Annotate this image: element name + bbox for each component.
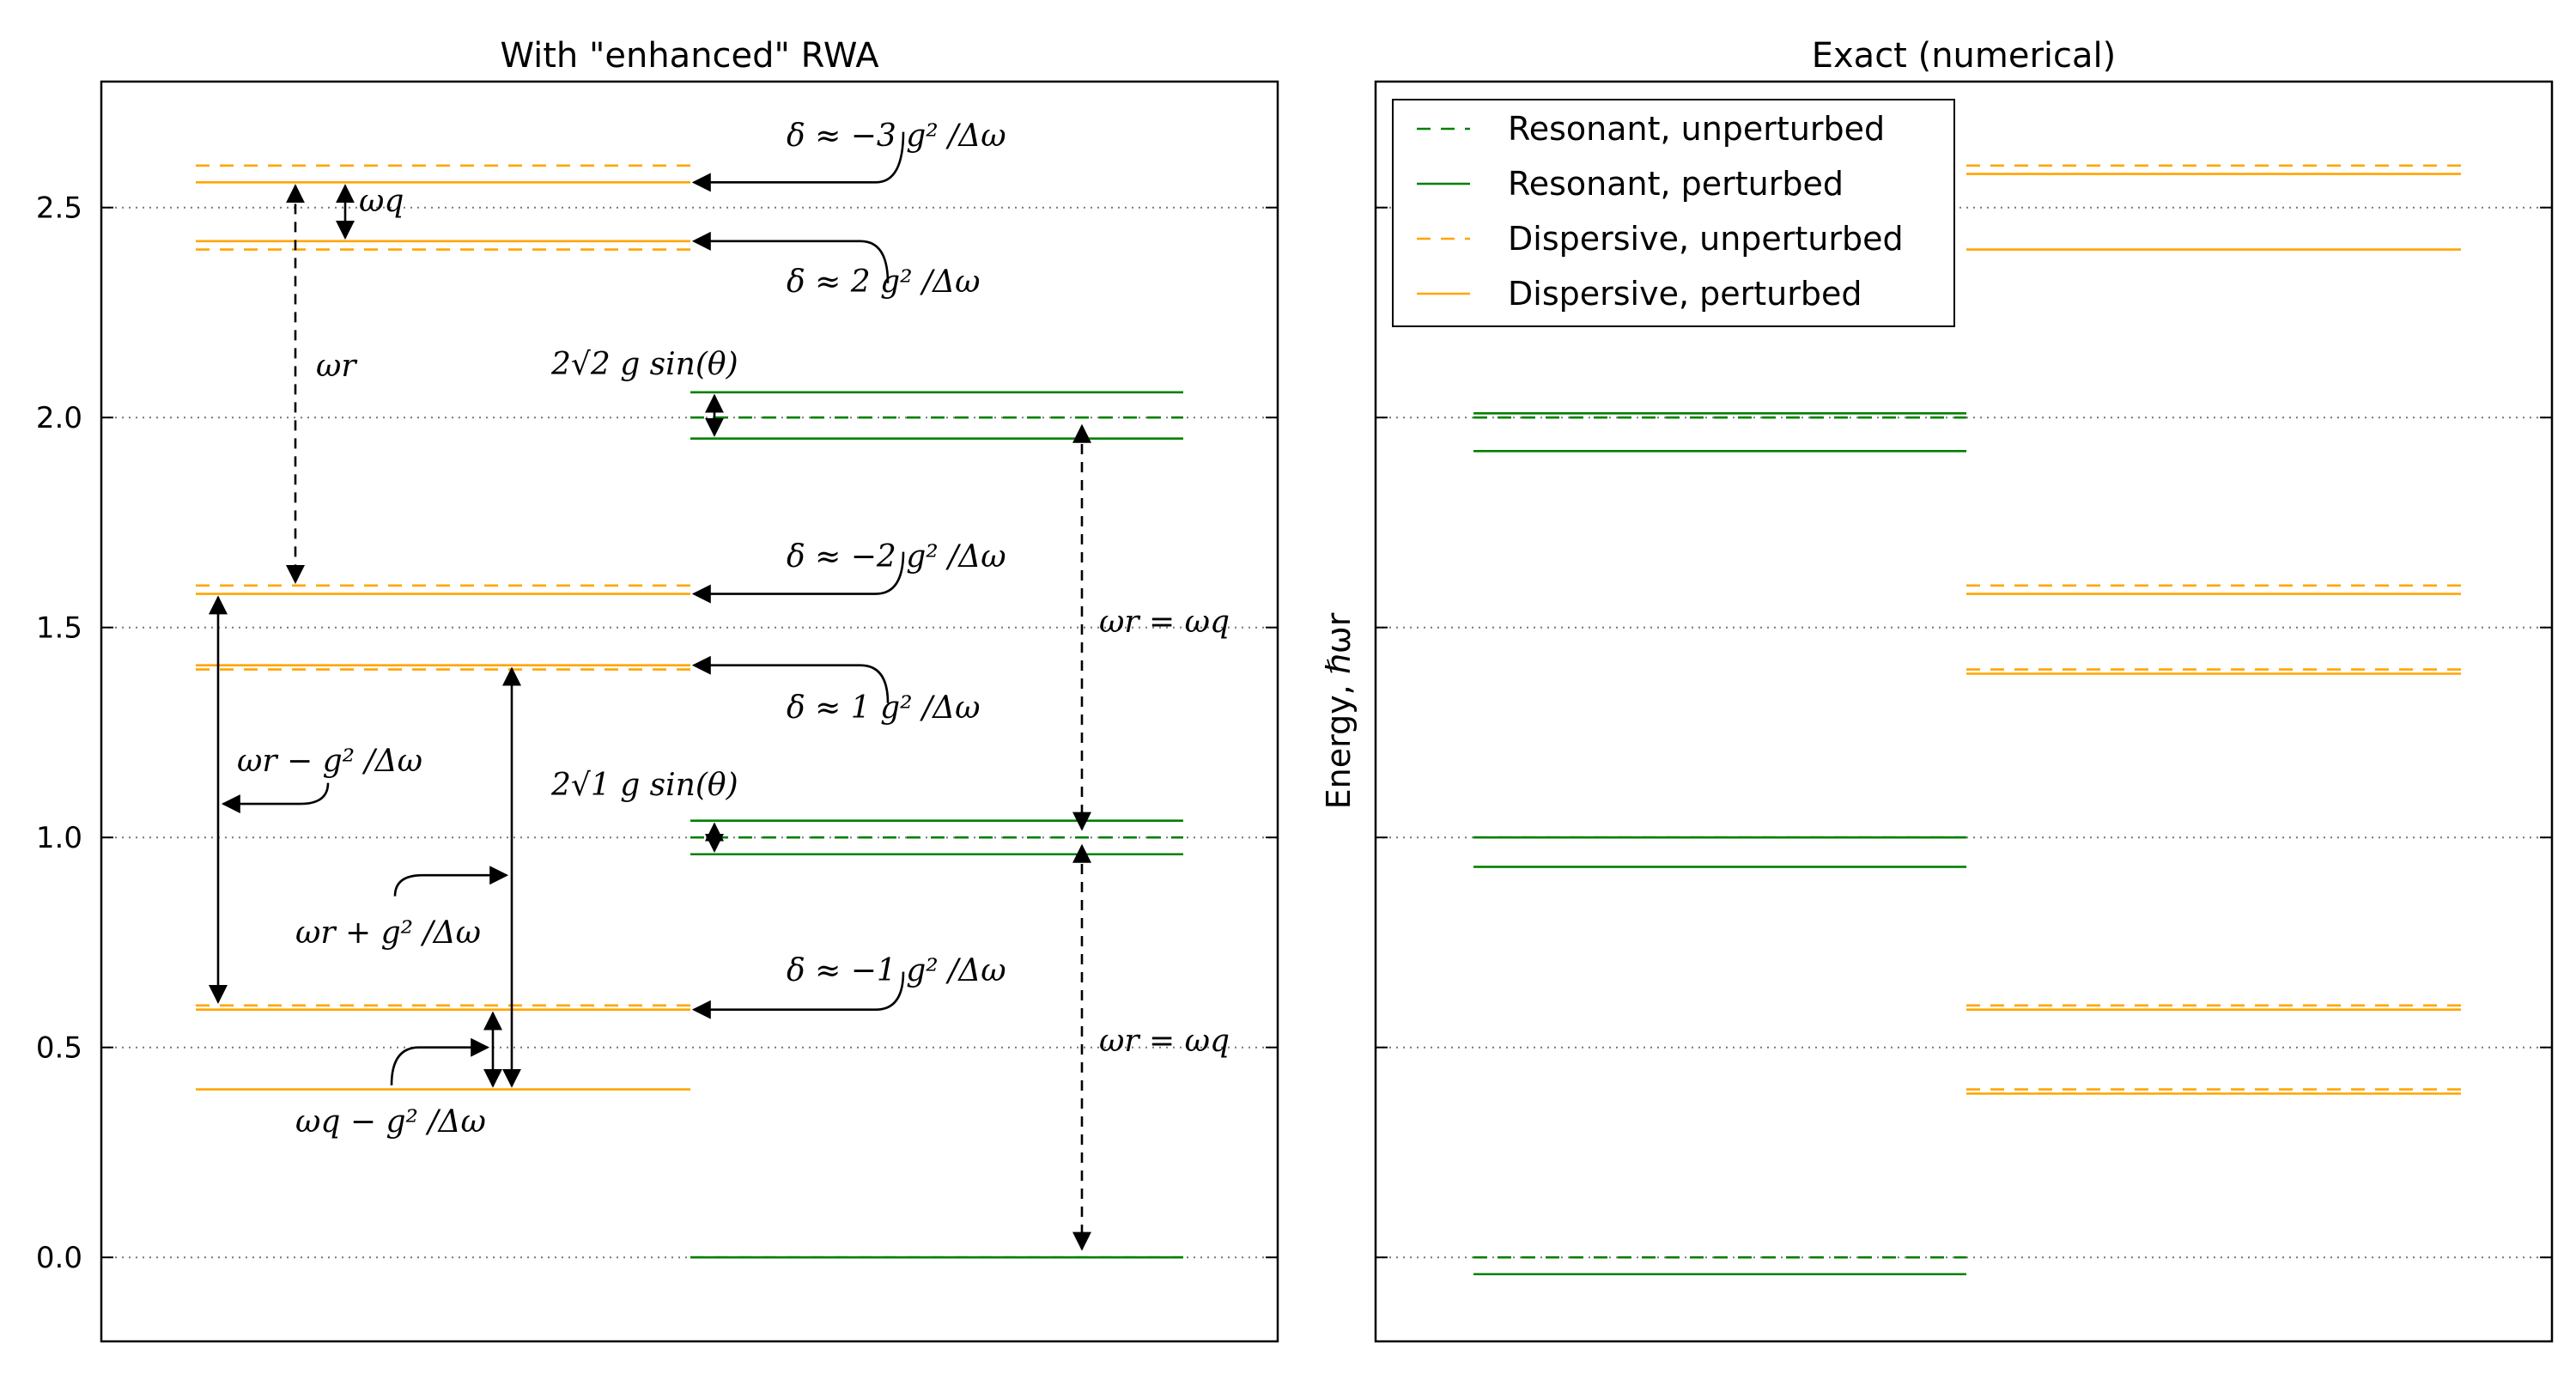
right-panel: Exact (numerical) Energy, ℏωr Resonant, …: [1320, 36, 2554, 1343]
y-tick-label: 1.5: [36, 611, 82, 646]
annotation-split1: 2√1 g sin(θ): [550, 768, 738, 803]
right-energy-levels: [1473, 164, 2461, 1276]
legend-label: Dispersive, unperturbed: [1508, 220, 1904, 258]
left-y-ticks: 0.0 0.5 1.0 1.5 2.0 2.5: [36, 192, 1278, 1275]
annotation-wr-plus: ωr + g² /Δω: [295, 915, 481, 951]
y-tick-label: 2.5: [36, 192, 82, 226]
y-tick-label: 0.0: [36, 1241, 82, 1275]
legend-label: Resonant, perturbed: [1508, 165, 1844, 203]
left-annotations: ωq ωr δ ≈ −3 g² /Δω δ ≈ 2 g² /Δω 2√2 g sin(θ…: [237, 119, 1230, 1140]
annotation-d-m3: δ ≈ −3 g² /Δω: [787, 119, 1006, 154]
right-panel-title: Exact (numerical): [1812, 36, 2117, 76]
annotation-wr-eq-wq-1: ωr = ωq: [1099, 605, 1230, 640]
right-plot-frame: [1374, 80, 2554, 1343]
annotation-d-1: δ ≈ 1 g² /Δω: [787, 690, 980, 726]
wq-minus-pointer: [390, 1037, 490, 1085]
y-tick-label: 2.0: [36, 401, 82, 435]
d-m2-pointer: [691, 551, 905, 604]
left-plot-frame: [100, 80, 1279, 1343]
annotation-d-2: δ ≈ 2 g² /Δω: [787, 264, 980, 300]
wr-minus-pointer: [221, 782, 330, 814]
left-panel: 0.0 0.5 1.0 1.5 2.0 2.5 With "enhanced" RWA ω…: [36, 36, 1279, 1343]
y-tick-label: 0.5: [36, 1031, 82, 1066]
left-panel-title: With "enhanced" RWA: [500, 36, 879, 76]
annotation-split2: 2√2 g sin(θ): [550, 347, 738, 382]
legend: Resonant, unperturbed Resonant, perturbed…: [1392, 99, 1955, 327]
legend-label: Dispersive, perturbed: [1508, 275, 1862, 313]
d-m1-pointer: [691, 971, 905, 1019]
d-2-pointer: [691, 231, 890, 283]
annotation-d-m1: δ ≈ −1 g² /Δω: [787, 953, 1006, 988]
d-1-pointer: [691, 655, 890, 703]
legend-box: [1392, 99, 1955, 327]
d-m3-pointer: [691, 131, 905, 192]
wr-plus-pointer: [393, 866, 509, 897]
annotation-wq-minus: ωq − g² /Δω: [295, 1104, 486, 1140]
annotation-wr-minus: ωr − g² /Δω: [237, 744, 422, 779]
right-y-ticks: [1376, 206, 2552, 1259]
annotation-wr-eq-wq-2: ωr = ωq: [1099, 1024, 1230, 1059]
annotation-d-m2: δ ≈ −2 g² /Δω: [787, 539, 1006, 575]
left-energy-levels: [196, 164, 1183, 1259]
right-y-axis-label: Energy, ℏωr: [1320, 612, 1358, 809]
legend-label: Resonant, unperturbed: [1508, 110, 1885, 148]
left-transition-arrows: [209, 131, 1091, 1251]
annotation-wr: ωr: [316, 349, 357, 384]
right-gridlines: [1376, 206, 2552, 1259]
y-tick-label: 1.0: [36, 821, 82, 855]
annotation-wq: ωq: [359, 184, 404, 219]
